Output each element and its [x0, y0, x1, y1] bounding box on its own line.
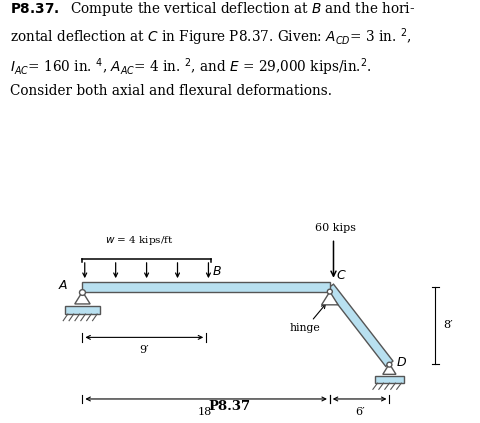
Bar [65, 306, 100, 314]
Polygon shape [74, 291, 90, 304]
Text: 18′: 18′ [197, 407, 214, 417]
Circle shape [326, 289, 332, 294]
Polygon shape [321, 291, 337, 305]
Text: 8′: 8′ [443, 320, 452, 330]
Polygon shape [382, 364, 395, 374]
Circle shape [79, 290, 85, 295]
Text: $C$: $C$ [336, 269, 346, 283]
Text: $D$: $D$ [396, 357, 407, 369]
Text: $w$ = 4 kips/ft: $w$ = 4 kips/ft [105, 234, 174, 247]
Circle shape [386, 362, 391, 367]
Text: $B$: $B$ [211, 266, 221, 278]
Text: 60 kips: 60 kips [314, 223, 356, 233]
Polygon shape [325, 284, 392, 366]
Text: $A$: $A$ [58, 280, 69, 292]
Text: 9′: 9′ [139, 345, 149, 355]
Bar [82, 282, 329, 291]
Text: hinge: hinge [288, 323, 319, 333]
Text: $\mathbf{P8.37.}$  Compute the vertical deflection at $B$ and the hori-
zontal d: $\mathbf{P8.37.}$ Compute the vertical d… [10, 0, 414, 99]
Text: 6′: 6′ [354, 407, 364, 417]
Bar [374, 376, 403, 383]
Text: P8.37: P8.37 [207, 401, 250, 414]
